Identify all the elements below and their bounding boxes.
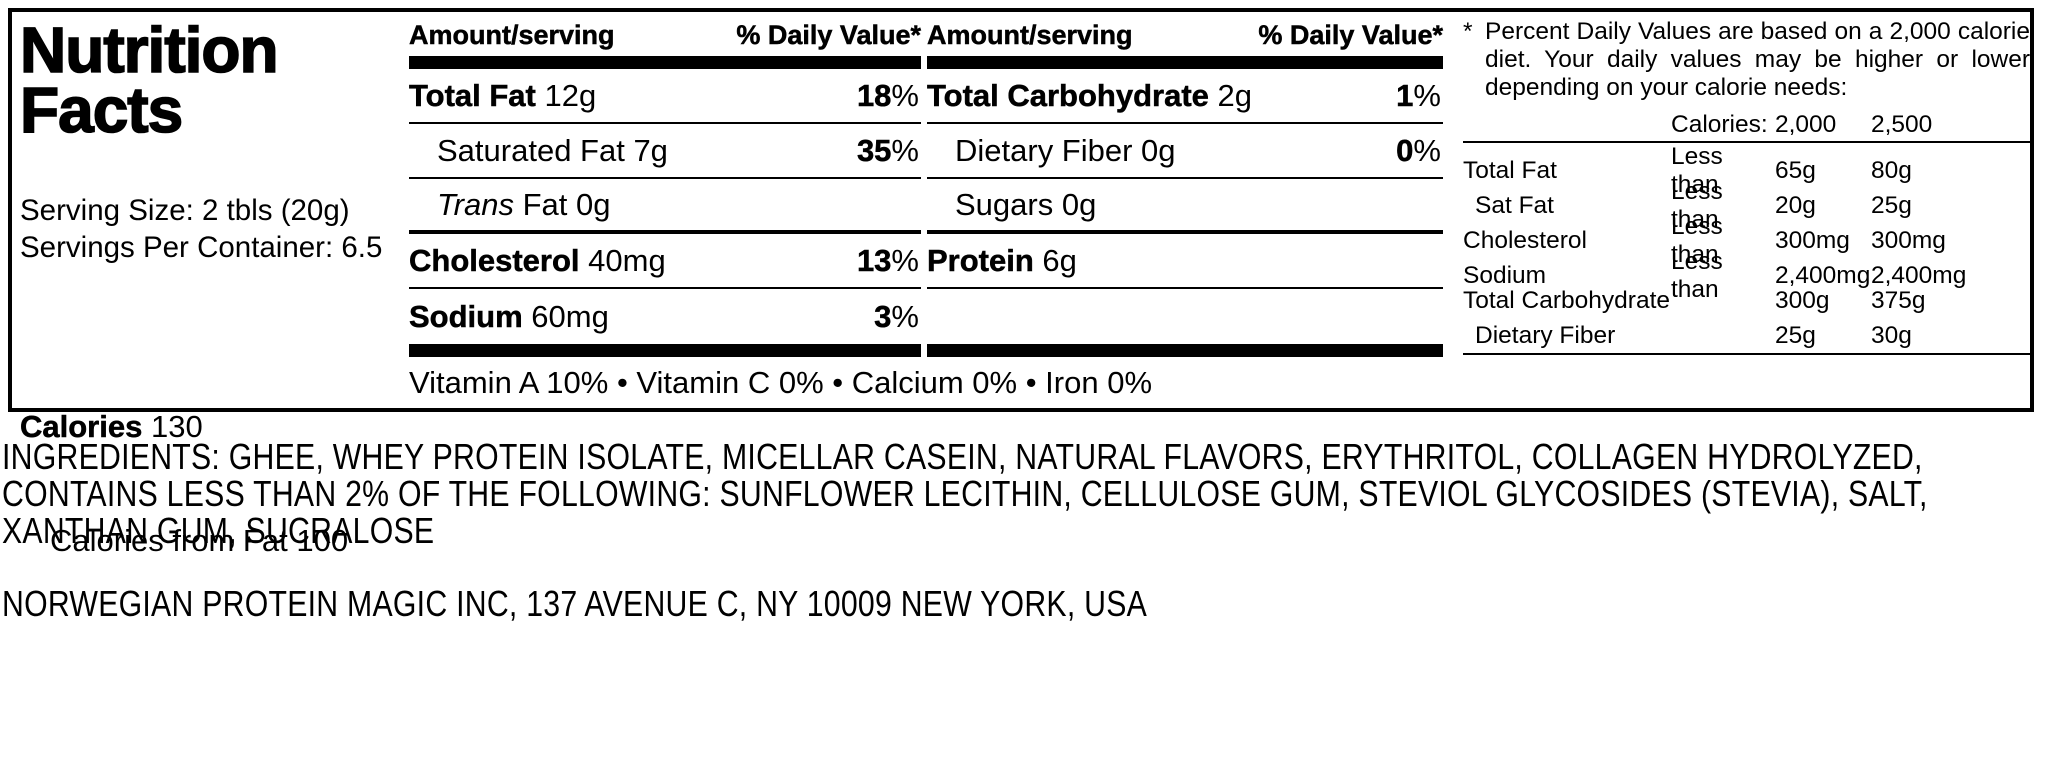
footnote-col-2000: 2,000: [1775, 110, 1837, 138]
header-divider-bar: [927, 56, 1443, 69]
nutrient-row-trans-fat: Trans Fat 0g %: [409, 179, 921, 234]
header-divider-bar: [409, 56, 921, 69]
nutrient-row-dietary-fiber: Dietary Fiber 0g 0%: [927, 124, 1443, 179]
column-bottom-bar: [927, 344, 1443, 357]
footnote-table-body: Total Fat Less than 65g 80g Sat Fat Less…: [1463, 141, 2030, 355]
daily-value: 0%: [1396, 132, 1441, 168]
calories-from-fat: Calories from Fat 100: [50, 523, 349, 558]
column-2-header: Amount/serving % Daily Value*: [927, 12, 1443, 56]
nutrient-name: Total Carbohydrate 2g: [927, 77, 1253, 113]
bottom-text-block: INGREDIENTS: GHEE, WHEY PROTEIN ISOLATE,…: [2, 438, 2048, 622]
calories-label: Calories: [20, 409, 143, 445]
nutrient-name: Trans Fat 0g: [437, 186, 611, 222]
footnote-col-2500: 2,500: [1871, 110, 1933, 138]
footnote-asterisk: *: [1463, 18, 1473, 45]
daily-value: 18%: [856, 77, 919, 113]
footnote-row-sat-fat: Sat Fat Less than 20g 25g: [1475, 178, 1912, 233]
footnote-paragraph: Percent Daily Values are based on a 2,00…: [1485, 18, 2030, 101]
header-amount-serving: Amount/serving: [927, 20, 1133, 51]
nutrient-name: Saturated Fat 7g: [437, 132, 668, 168]
daily-value: 35%: [856, 132, 919, 168]
footnote-row-total-carbohydrate: Total Carbohydrate 300g 375g: [1463, 286, 1926, 314]
nutrient-column-2: Amount/serving % Daily Value* Total Carb…: [927, 12, 1443, 357]
nutrient-row-empty: [927, 289, 1443, 344]
header-amount-serving: Amount/serving: [409, 20, 615, 51]
nutrition-facts-title: Nutrition Facts: [19, 14, 279, 146]
nutrient-name: Dietary Fiber 0g: [955, 132, 1176, 168]
nutrient-name: Total Fat 12g: [409, 77, 597, 113]
nutrient-name: Sodium 60mg: [409, 298, 609, 334]
header-daily-value: % Daily Value*: [1258, 20, 1443, 51]
nutrient-name: Protein 6g: [927, 242, 1077, 278]
nutrient-row-cholesterol: Cholesterol 40mg 13%: [409, 234, 921, 289]
nutrient-row-total-carbohydrate: Total Carbohydrate 2g 1%: [927, 69, 1443, 124]
calories-block: Calories 130 Calories from Fat 100: [20, 332, 392, 636]
calories-line: Calories 130: [20, 408, 392, 446]
footnote-calories-label: Calories:: [1671, 110, 1768, 138]
manufacturer-text: NORWEGIAN PROTEIN MAGIC INC, 137 AVENUE …: [2, 583, 1148, 624]
header-daily-value: % Daily Value*: [736, 20, 921, 51]
column-1-header: Amount/serving % Daily Value*: [409, 12, 921, 56]
nutrient-row-total-fat: Total Fat 12g 18%: [409, 69, 921, 124]
footnote-row-dietary-fiber: Dietary Fiber 25g 30g: [1475, 321, 1912, 349]
nutrient-name: Sugars 0g: [955, 186, 1097, 222]
footnote-table: Calories: 2,000 2,500 Total Fat Less tha…: [1463, 108, 2030, 355]
nutrient-name: Cholesterol 40mg: [409, 242, 666, 278]
daily-value: 3%: [874, 298, 919, 334]
daily-value: 13%: [856, 242, 919, 278]
servings-per-container: Servings Per Container: 6.5: [20, 231, 383, 264]
daily-value: 1%: [1396, 77, 1441, 113]
column-bottom-bar: [409, 344, 921, 357]
calories-value: 130: [142, 409, 203, 444]
footnote-row-cholesterol: Cholesterol Less than 300mg 300mg: [1463, 213, 1946, 268]
footnote-row-sodium: Sodium Less than 2,400mg 2,400mg: [1463, 248, 1967, 303]
footnote-text: * Percent Daily Values are based on a 2,…: [1463, 18, 2030, 102]
nutrition-label-panel: Nutrition Facts Serving Size: 2 tbls (20…: [8, 8, 2034, 558]
nutrient-column-1: Amount/serving % Daily Value* Total Fat …: [409, 12, 921, 357]
ingredients-text: INGREDIENTS: GHEE, WHEY PROTEIN ISOLATE,…: [2, 436, 1928, 551]
daily-values-footnote: * Percent Daily Values are based on a 2,…: [1463, 18, 2030, 355]
label-left-block: Nutrition Facts Serving Size: 2 tbls (20…: [19, 14, 396, 558]
serving-size: Serving Size: 2 tbls (20g): [20, 194, 350, 227]
nutrient-row-sodium: Sodium 60mg 3%: [409, 289, 921, 344]
vitamins-line: Vitamin A 10% • Vitamin C 0% • Calcium 0…: [409, 365, 1153, 400]
nutrient-row-sugars: Sugars 0g %: [927, 179, 1443, 234]
footnote-row-total-fat: Total Fat Less than 65g 80g: [1463, 143, 1912, 198]
nutrient-row-protein: Protein 6g %: [927, 234, 1443, 289]
serving-info: Serving Size: 2 tbls (20g) Servings Per …: [20, 192, 392, 266]
nutrient-row-saturated-fat: Saturated Fat 7g 35%: [409, 124, 921, 179]
footnote-table-header: Calories: 2,000 2,500: [1463, 108, 2030, 141]
